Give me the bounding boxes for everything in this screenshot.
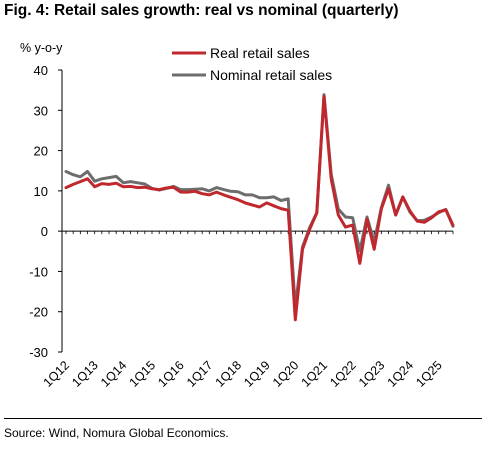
x-tick-label: 1Q20 xyxy=(270,358,302,390)
source-note: Source: Wind, Nomura Global Economics. xyxy=(4,426,229,440)
legend-label-real: Real retail sales xyxy=(210,45,310,61)
x-tick-label: 1Q19 xyxy=(241,358,273,390)
y-tick-label: 10 xyxy=(34,184,48,199)
y-tick-label: 0 xyxy=(41,224,48,239)
legend-label-nominal: Nominal retail sales xyxy=(210,67,332,83)
x-tick-label: 1Q13 xyxy=(69,358,101,390)
y-tick-label: 30 xyxy=(34,103,48,118)
chart-title: Fig. 4: Retail sales growth: real vs nom… xyxy=(4,2,399,19)
x-tick-label: 1Q21 xyxy=(299,358,331,390)
x-tick-label: 1Q12 xyxy=(41,358,73,390)
y-tick-label: -10 xyxy=(29,264,48,279)
x-tick-label: 1Q24 xyxy=(385,358,417,390)
axes: -30-20-100102030401Q121Q131Q141Q151Q161Q… xyxy=(29,63,454,390)
chart-svg: % y-o-y -30-20-100102030401Q121Q131Q141Q… xyxy=(20,41,455,390)
x-tick-label: 1Q25 xyxy=(413,358,445,390)
y-tick-label: -30 xyxy=(29,345,48,360)
x-tick-label: 1Q17 xyxy=(184,358,216,390)
y-axis-label: % y-o-y xyxy=(20,41,63,55)
x-tick-label: 1Q22 xyxy=(327,358,359,390)
y-tick-label: 20 xyxy=(34,144,48,159)
x-tick-label: 1Q23 xyxy=(356,358,388,390)
series-line-real xyxy=(64,94,455,322)
x-tick-label: 1Q16 xyxy=(155,358,187,390)
x-tick-label: 1Q14 xyxy=(98,358,130,390)
x-tick-label: 1Q15 xyxy=(127,358,159,390)
source-divider xyxy=(4,418,482,419)
y-tick-label: 40 xyxy=(34,63,48,78)
legend: Real retail sales Nominal retail sales xyxy=(172,45,332,83)
x-tick-label: 1Q18 xyxy=(213,358,245,390)
series-line-nominal xyxy=(64,93,455,310)
y-tick-label: -20 xyxy=(29,305,48,320)
series-layer xyxy=(64,93,455,322)
